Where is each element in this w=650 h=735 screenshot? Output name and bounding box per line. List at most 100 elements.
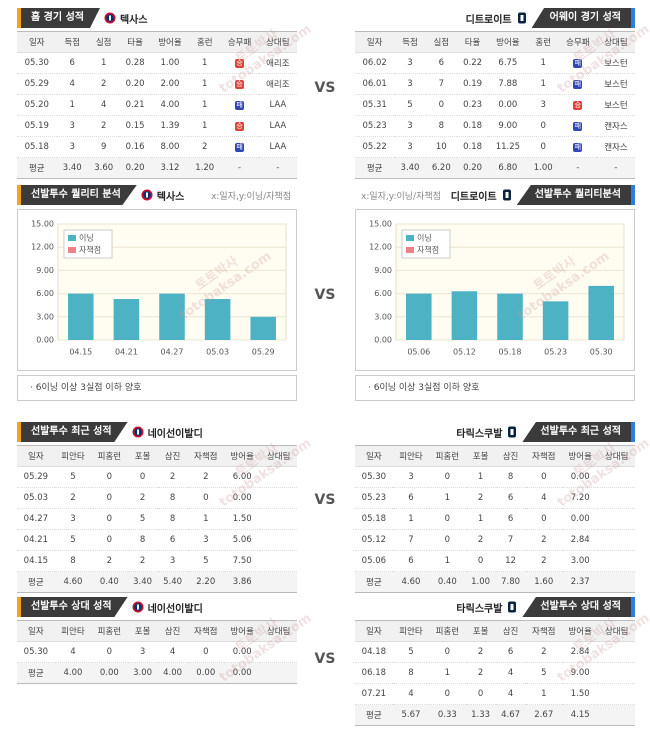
column-header: 삼진 — [157, 445, 188, 467]
table-cell: 3.12 — [150, 157, 190, 179]
header-tab: 홈 경기 성적 — [17, 8, 100, 28]
team-logo — [141, 189, 153, 201]
table-cell: 3 — [394, 136, 426, 158]
table-cell: 4.00 — [54, 662, 92, 684]
column-header: 실점 — [425, 31, 457, 53]
team-logo — [132, 601, 144, 613]
table-cell — [598, 571, 635, 593]
table-cell: 4 — [56, 73, 88, 95]
data-row: 05.30 3 0 1 8 0 0.00 — [355, 466, 635, 488]
table-cell: 패 — [220, 136, 259, 158]
table-cell — [260, 550, 297, 572]
data-row: 04.15 8 2 2 3 5 7.50 — [17, 550, 297, 572]
data-row: 04.27 3 0 5 8 1 1.50 — [17, 508, 297, 530]
column-header: 방어율 — [224, 445, 261, 467]
header-tab: 선발투수 최근 성적 — [17, 422, 128, 442]
column-header: 삼진 — [495, 620, 526, 642]
x-tick-label: 05.12 — [453, 348, 476, 357]
table-cell: 0 — [429, 466, 466, 488]
table-cell: 2 — [465, 641, 496, 663]
bar — [588, 285, 614, 340]
data-row: 06.18 8 1 2 4 5 9.00 — [355, 662, 635, 684]
table-cell — [598, 529, 635, 551]
table-cell: 보스턴 — [596, 52, 635, 74]
table-cell: 2.84 — [562, 529, 599, 551]
table-cell: 07.21 — [355, 683, 393, 705]
table-cell: 3 — [187, 529, 224, 551]
table-cell: 06.01 — [355, 73, 395, 95]
table-cell: 4.00 — [157, 662, 188, 684]
result-badge: 패 — [573, 122, 583, 131]
column-header: 자책점 — [525, 620, 562, 642]
table-cell: 평균 — [17, 571, 55, 593]
table-cell: LAA — [258, 115, 297, 137]
result-badge: 승 — [235, 59, 245, 68]
team-name: 타릭스쿠발 — [456, 428, 503, 440]
table-cell: 3.00 — [562, 550, 599, 572]
table-cell: 0.19 — [456, 73, 489, 95]
legend-label: 자책점 — [79, 245, 101, 255]
table-cell: 05.29 — [17, 466, 55, 488]
vs-label: VS — [314, 492, 336, 508]
team-logo — [502, 189, 511, 201]
column-header: 피홈런 — [91, 445, 128, 467]
table-cell: 0.21 — [119, 94, 151, 116]
table-cell: 2 — [465, 487, 496, 509]
stats-panel: 홈 경기 성적 텍사스 일자 득점 실점 타율 방어율 홈런 승무패 상대팀 05.30 6 1 0.28… — [17, 8, 314, 179]
data-row: 05.30 6 1 0.28 1.00 1 승 애리조 — [17, 52, 297, 74]
data-row: 05.19 3 2 0.15 1.39 1 승 LAA — [17, 115, 297, 137]
table-cell — [260, 641, 297, 663]
column-header: 자책점 — [187, 445, 224, 467]
x-tick-label: 04.27 — [161, 348, 184, 357]
column-header: 방어율 — [150, 31, 190, 53]
data-row: 05.31 5 0 0.23 0.00 3 승 보스턴 — [355, 94, 635, 116]
table-cell — [598, 466, 635, 488]
y-tick-label: 12.00 — [31, 243, 54, 252]
header-row: 일자 피안타 피홈런 포볼 삼진 자책점 방어율 상대팀 — [355, 620, 635, 642]
table-cell: 0.20 — [456, 157, 489, 179]
header-row: 일자 피안타 피홈런 포볼 삼진 자책점 방어율 상대팀 — [17, 620, 297, 642]
table-cell: 05.30 — [17, 641, 55, 663]
logo-mark — [145, 192, 148, 198]
table-cell: 4 — [525, 487, 562, 509]
table-cell: 1 — [189, 94, 221, 116]
table-cell: 1 — [527, 52, 559, 74]
column-header: 일자 — [17, 620, 55, 642]
column-header: 포볼 — [127, 445, 158, 467]
chart-panel: 선발투수 퀄리티 분석 텍사스 x:일자,y:이닝/자책점 0.00 3.00 6.00 9… — [17, 185, 297, 401]
table-cell: 1 — [56, 94, 88, 116]
logo-mark — [520, 15, 524, 21]
data-row: 05.06 6 1 0 12 2 3.00 — [355, 550, 635, 572]
table-cell: 0 — [127, 466, 158, 488]
table-cell — [598, 662, 635, 684]
table-cell: 05.06 — [355, 550, 393, 572]
table-cell: 6 — [425, 52, 457, 74]
stats-panel: 타릭스쿠발 선발투수 상대 성적 일자 피안타 피홈런 포볼 삼진 자책점 방어율 상대팀 04.1… — [355, 597, 650, 726]
table-cell: 평균 — [17, 157, 57, 179]
average-row: 평균 5.67 0.33 1.33 4.67 2.67 4.15 — [355, 704, 635, 726]
table-cell: 6.20 — [425, 157, 457, 179]
table-cell: 8 — [425, 115, 457, 137]
table-cell: 1.00 — [150, 52, 190, 74]
table-cell: 0 — [465, 550, 496, 572]
chart-subtitle: x:일자,y:이닝/자책점 — [211, 191, 291, 202]
column-header: 자책점 — [525, 445, 562, 467]
table-cell: 1 — [392, 508, 430, 530]
data-row: 06.01 3 7 0.19 7.88 1 패 보스턴 — [355, 73, 635, 95]
chart-panel: x:일자,y:이닝/자책점 디트로이트 선발투수 퀄리티분석 0.00 3.00 6.00… — [355, 185, 635, 401]
table-cell: 0 — [91, 529, 128, 551]
y-tick-label: 9.00 — [36, 266, 54, 275]
table-cell — [260, 529, 297, 551]
table-cell: 1 — [189, 115, 221, 137]
table-cell: 0 — [527, 136, 559, 158]
legend-swatch — [68, 235, 76, 241]
table-cell: 0.20 — [119, 157, 151, 179]
table-cell — [598, 704, 635, 726]
column-header: 득점 — [394, 31, 426, 53]
table-cell — [598, 487, 635, 509]
average-row: 평균 3.40 6.20 0.20 6.80 1.00- - — [355, 157, 635, 179]
stats-panel: 선발투수 상대 성적 네이선이발디 일자 피안타 피홈런 포볼 삼진 자책점 방어율 상대팀 05.… — [17, 597, 314, 685]
table-cell: 2 — [54, 487, 92, 509]
table-cell: 0.40 — [91, 571, 128, 593]
table-cell: 2 — [91, 550, 128, 572]
